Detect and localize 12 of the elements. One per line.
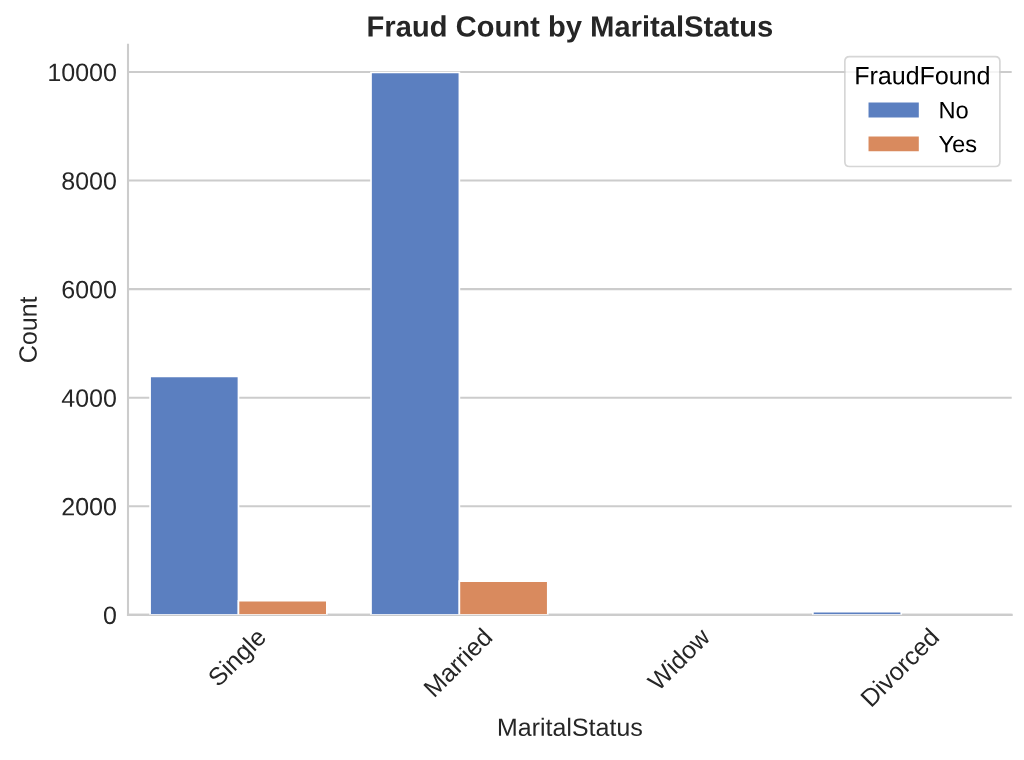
y-tick-label: 4000 [61, 389, 116, 407]
y-tick-label: 10000 [49, 63, 116, 82]
y-tick-label: 6000 [62, 280, 116, 299]
y-tick-label: 2000 [62, 497, 116, 516]
legend-label: No [940, 102, 968, 119]
legend-title: FraudFound [856, 66, 989, 85]
x-axis-title: MaritalStatus [498, 717, 642, 737]
legend-label: Yes [939, 135, 977, 153]
y-tick-label: 0 [103, 606, 116, 625]
y-axis-title: Count [19, 296, 37, 362]
y-tick-label: 8000 [62, 172, 116, 190]
chart-title: Fraud Count by MaritalStatus [368, 15, 773, 43]
